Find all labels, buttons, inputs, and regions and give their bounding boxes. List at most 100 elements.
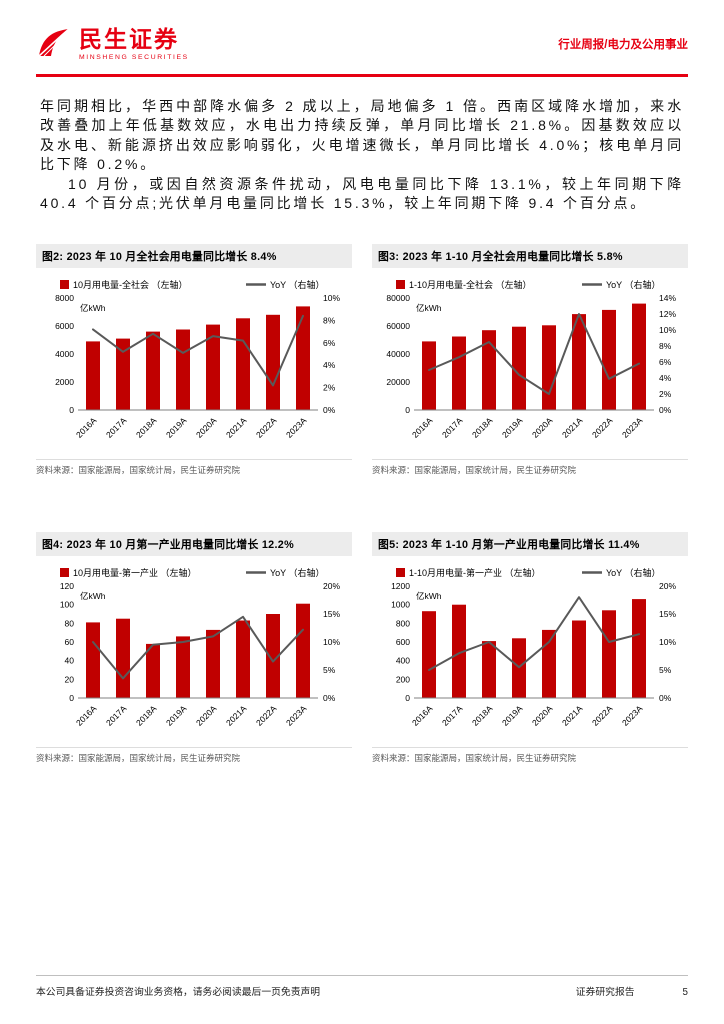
chart-block-3: 图3: 2023 年 1-10 月全社会用电量同比增长 5.8% 1-10月用电… [372,243,688,476]
bar-line-chart: 10月用电量-第一产业 （左轴） YoY （右轴） 0 20 40 60 80 100 120 0… [36,560,352,745]
svg-text:20%: 20% [323,581,340,591]
chart-bar [266,613,280,698]
svg-text:20000: 20000 [386,377,410,387]
svg-text:2020A: 2020A [194,415,219,440]
chart-bar [632,598,646,698]
svg-text:200: 200 [396,674,410,684]
svg-text:8%: 8% [659,341,672,351]
svg-text:2022A: 2022A [590,415,615,440]
svg-text:100: 100 [60,599,74,609]
svg-text:2021A: 2021A [224,703,249,728]
svg-text:2019A: 2019A [164,703,189,728]
svg-text:120: 120 [60,581,74,591]
paragraph-1: 年同期相比，华西中部降水偏多 2 成以上，局地偏多 1 倍。西南区域降水增加，来… [40,97,684,173]
chart-bar [452,604,466,698]
svg-text:600: 600 [396,637,410,647]
legend-line-label: YoY （右轴） [270,567,325,578]
chart-svg: 1-10月用电量-全社会 （左轴） YoY （右轴） 0 20000 40000 6000… [386,279,676,440]
chart-bar [602,309,616,410]
chart-title: 图5: 2023 年 1-10 月第一产业用电量同比增长 11.4% [372,531,688,556]
svg-text:0: 0 [405,405,410,415]
svg-text:80: 80 [65,618,75,628]
svg-text:2021A: 2021A [560,703,585,728]
svg-text:4%: 4% [323,360,336,370]
svg-text:40: 40 [65,655,75,665]
chart-bar [296,305,310,410]
logo-text: 民生证券 MINSHENG SECURITIES [79,27,189,60]
svg-text:2022A: 2022A [590,703,615,728]
chart-bar [452,336,466,410]
brand-name: 民生证券 [79,26,179,53]
chart-svg: 10月用电量-全社会 （左轴） YoY （右轴） 0 2000 4000 6000 8000… [55,279,340,440]
svg-text:2019A: 2019A [500,703,525,728]
svg-text:0: 0 [69,405,74,415]
svg-text:2017A: 2017A [440,703,465,728]
legend-bar-swatch [60,279,69,289]
svg-text:2018A: 2018A [470,415,495,440]
svg-text:6%: 6% [659,357,672,367]
svg-text:1200: 1200 [391,581,410,591]
svg-text:20: 20 [65,674,75,684]
chart-source: 资料来源：国家能源局，国家统计局，民生证券研究院 [36,746,352,764]
svg-text:1000: 1000 [391,599,410,609]
svg-text:2017A: 2017A [104,703,129,728]
svg-text:2018A: 2018A [134,415,159,440]
chart-bar [86,621,100,698]
chart-bar [146,643,160,698]
footer-row: 本公司具备证券投资咨询业务资格，请务必阅读最后一页免责声明 证券研究报告 5 [36,984,688,998]
svg-text:0: 0 [405,693,410,703]
charts-grid: 图2: 2023 年 10 月全社会用电量同比增长 8.4% 10月用电量-全社… [36,243,688,764]
chart-bar [296,603,310,698]
svg-text:2020A: 2020A [530,415,555,440]
chart-svg: 1-10月用电量-第一产业 （左轴） YoY （右轴） 0 200 400 600 800 1… [391,567,676,728]
chart-bar [422,610,436,698]
chart-svg: 10月用电量-第一产业 （左轴） YoY （右轴） 0 20 40 60 80 100 120 0… [60,567,341,728]
chart-bar [116,338,130,410]
chart-bar [236,620,250,698]
svg-text:60: 60 [65,637,75,647]
footer-right: 证券研究报告 5 [576,984,688,998]
svg-text:2%: 2% [323,382,336,392]
axis-unit-label: 亿kWh [80,303,106,313]
chart-bar [146,331,160,410]
svg-text:10%: 10% [659,325,676,335]
svg-text:2020A: 2020A [530,703,555,728]
svg-text:400: 400 [396,655,410,665]
svg-text:0: 0 [69,693,74,703]
svg-text:2016A: 2016A [410,703,435,728]
svg-text:8000: 8000 [55,293,74,303]
svg-text:2023A: 2023A [620,703,645,728]
svg-text:80000: 80000 [386,293,410,303]
svg-text:8%: 8% [323,315,336,325]
chart-yoy-line [92,615,304,679]
svg-text:5%: 5% [323,665,336,675]
chart-block-4: 图4: 2023 年 10 月第一产业用电量同比增长 12.2% 10月用电量-… [36,531,352,764]
svg-text:2019A: 2019A [164,415,189,440]
minsheng-logo: 民生证券 MINSHENG SECURITIES [36,26,189,62]
chart-title: 图2: 2023 年 10 月全社会用电量同比增长 8.4% [36,243,352,268]
svg-text:14%: 14% [659,293,676,303]
brand-name-en: MINSHENG SECURITIES [79,53,189,61]
svg-text:2020A: 2020A [194,703,219,728]
svg-text:40000: 40000 [386,349,410,359]
legend-bar-label: 1-10月用电量-第一产业 （左轴） [409,567,541,578]
chart-title: 图4: 2023 年 10 月第一产业用电量同比增长 12.2% [36,531,352,556]
chart-bar [482,329,496,410]
chart-title: 图3: 2023 年 1-10 月全社会用电量同比增长 5.8% [372,243,688,268]
legend-bar-label: 10月用电量-第一产业 （左轴） [73,567,197,578]
svg-text:2018A: 2018A [134,703,159,728]
svg-text:2017A: 2017A [440,415,465,440]
svg-text:2019A: 2019A [500,415,525,440]
chart-source: 资料来源：国家能源局，国家统计局，民生证券研究院 [36,458,352,476]
legend-line-label: YoY （右轴） [270,279,325,290]
bar-line-chart: 1-10月用电量-全社会 （左轴） YoY （右轴） 0 20000 40000 6000… [372,272,688,457]
svg-text:4%: 4% [659,373,672,383]
svg-text:2021A: 2021A [560,415,585,440]
svg-text:10%: 10% [659,637,676,647]
svg-text:0%: 0% [323,693,336,703]
chart-bar [572,620,586,698]
chart-bar [632,303,646,410]
svg-text:2021A: 2021A [224,415,249,440]
chart-bar [206,324,220,410]
